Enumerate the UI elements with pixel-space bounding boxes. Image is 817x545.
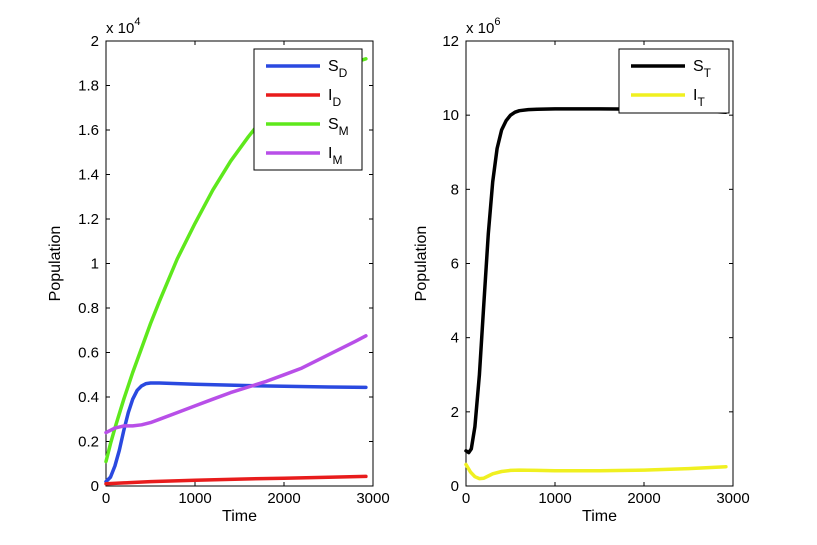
- y-tick-label: 0.2: [78, 434, 99, 451]
- y-tick-label: 4: [451, 330, 459, 347]
- legend-box: [253, 48, 363, 171]
- y-axis-label: Population: [47, 226, 64, 302]
- y-tick-label: 8: [451, 181, 459, 198]
- series-line-i-d: [104, 474, 368, 486]
- y-axis-label: Population: [413, 226, 430, 302]
- y-tick-label: 1.4: [78, 167, 99, 184]
- y-tick-label: 0.6: [78, 345, 99, 362]
- y-tick-label: 10: [442, 107, 459, 124]
- y-tick-label: 6: [451, 256, 459, 273]
- series-line-i-t: [464, 462, 728, 481]
- legend: ST IT: [618, 48, 730, 114]
- y-tick-label: 1: [91, 256, 99, 273]
- axis-exponent: x 106: [466, 16, 500, 37]
- legend: SD ID SM IM: [253, 48, 363, 171]
- y-tick-label: 0.8: [78, 300, 99, 317]
- y-tick-label: 2: [451, 404, 459, 421]
- x-tick-label: 2000: [627, 490, 660, 507]
- series-line-s-t: [464, 107, 728, 455]
- x-tick-label: 0: [462, 490, 470, 507]
- series-line-s-d: [104, 381, 368, 484]
- x-tick-label: 2000: [267, 490, 300, 507]
- x-tick-label: 3000: [716, 490, 749, 507]
- legend-entry: ID: [328, 87, 341, 109]
- x-tick-label: 0: [102, 490, 110, 507]
- legend-entry: ST: [693, 58, 712, 80]
- x-tick-label: 1000: [178, 490, 211, 507]
- y-tick-label: 1.6: [78, 122, 99, 139]
- axis-exponent: x 104: [106, 16, 140, 37]
- legend-box: [618, 48, 730, 114]
- x-axis-label: Time: [582, 508, 617, 525]
- series-line-i-m: [104, 334, 368, 435]
- legend-entry: SM: [328, 116, 349, 138]
- x-tick-label: 1000: [538, 490, 571, 507]
- x-tick-label: 3000: [356, 490, 389, 507]
- chart-2: 0 2 4 6 8 10 12 0 1000 2000 3000 Time Population x 10…: [413, 16, 750, 525]
- legend-entry: IM: [328, 145, 342, 167]
- legend-entry: SD: [328, 58, 348, 80]
- legend-entry: IT: [693, 87, 705, 109]
- chart-1: 0 0.2 0.4 0.6 0.8 1 1.2 1.4 1.6 1.8 2 0 1000 2000 3000…: [47, 16, 390, 525]
- y-tick-label: 0: [91, 478, 99, 495]
- y-tick-label: 1.2: [78, 211, 99, 228]
- y-tick-label: 1.8: [78, 78, 99, 95]
- y-tick-label: 0: [451, 478, 459, 495]
- x-axis-label: Time: [222, 508, 257, 525]
- y-tick-label: 12: [442, 33, 459, 50]
- y-tick-label: 2: [91, 33, 99, 50]
- y-tick-label: 0.4: [78, 389, 99, 406]
